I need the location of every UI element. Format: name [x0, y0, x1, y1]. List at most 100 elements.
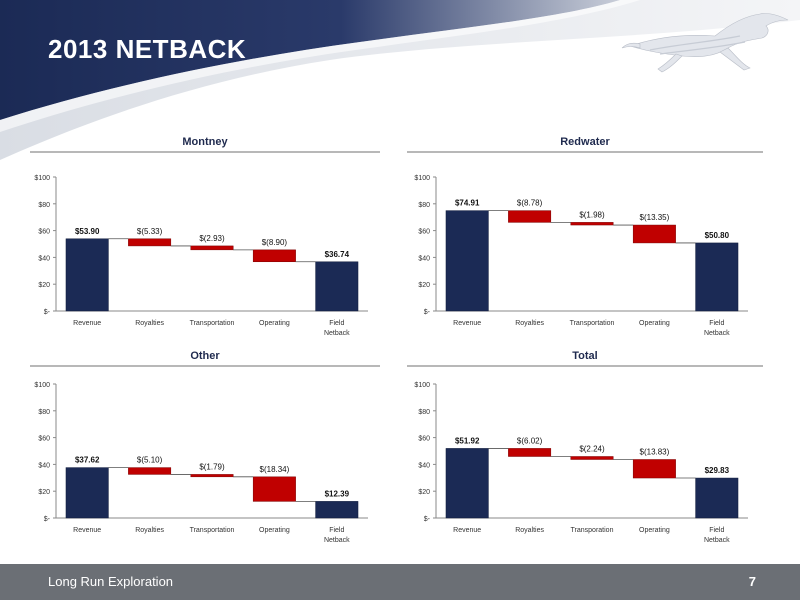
bar-field-netback	[695, 242, 739, 312]
data-label-operating: $(13.83)	[640, 447, 670, 456]
category-label-transportation: Transportation	[190, 527, 235, 534]
y-tick-label: $20	[38, 282, 50, 289]
data-label-royalties: $(5.10)	[137, 456, 163, 465]
bar-royalties	[128, 238, 172, 247]
data-label-royalties: $(8.78)	[517, 199, 543, 208]
data-label-operating: $(8.90)	[262, 238, 288, 247]
panel-rule-montney	[30, 151, 380, 153]
category-label-revenue: Revenue	[453, 527, 481, 534]
footer-bar: Long Run Exploration 7	[0, 564, 800, 600]
y-tick-label: $60	[38, 229, 50, 236]
category-label-transportation: Transportation	[190, 320, 235, 327]
bar-royalties	[128, 467, 172, 475]
y-tick-label: $100	[34, 175, 50, 182]
category-label-royalties: Royalties	[135, 320, 164, 327]
y-tick-label: $100	[414, 382, 430, 389]
bar-operating	[252, 249, 296, 263]
y-tick-label: $40	[38, 255, 50, 262]
bar-royalties	[508, 210, 552, 223]
y-tick-label: $20	[418, 489, 430, 496]
y-tick-label: $-	[424, 516, 431, 523]
bar-transporation	[570, 456, 614, 460]
bar-revenue	[65, 467, 109, 519]
data-label-operating: $(13.35)	[640, 213, 670, 222]
bar-field-netback	[315, 261, 359, 312]
category-label-transporation: Transporation	[571, 527, 614, 534]
category-label-transportation: Transportation	[570, 320, 615, 327]
y-tick-label: $100	[414, 175, 430, 182]
data-label-royalties: $(5.33)	[137, 227, 163, 236]
category-label-operating: Operating	[259, 527, 290, 534]
y-tick-label: $60	[418, 229, 430, 236]
horse-logo-icon	[621, 13, 789, 73]
chart-title-total: Total	[572, 350, 598, 362]
category-label-royalties: Royalties	[135, 527, 164, 534]
category-label-field-netback: Field	[709, 320, 724, 327]
bar-revenue	[445, 448, 489, 519]
data-label-field-netback: $36.74	[325, 250, 350, 259]
bar-revenue	[445, 210, 489, 312]
bar-field-netback	[695, 477, 739, 519]
chart-title-redwater: Redwater	[560, 136, 610, 148]
page-number: 7	[748, 574, 756, 589]
category-label-field-netback: Netback	[324, 537, 350, 544]
bar-operating	[252, 476, 296, 502]
bar-royalties	[508, 448, 552, 457]
panel-rule-other	[30, 365, 380, 367]
y-tick-label: $60	[418, 436, 430, 443]
bar-transportation	[190, 474, 234, 478]
y-tick-label: $80	[418, 202, 430, 209]
data-label-field-netback: $12.39	[325, 489, 350, 498]
y-tick-label: $80	[38, 409, 50, 416]
category-label-royalties: Royalties	[515, 320, 544, 327]
montney-waterfall-chart: $- $20 $40 $60 $80 $100 $53.90 Revenue $(5.33) Ro…	[34, 175, 368, 337]
bar-operating	[632, 459, 676, 479]
bar-transportation	[190, 245, 234, 251]
y-tick-label: $80	[418, 409, 430, 416]
y-tick-label: $-	[44, 516, 51, 523]
slide-title: 2013 NETBACK	[48, 34, 247, 64]
bar-field-netback	[315, 501, 359, 519]
category-label-operating: Operating	[259, 320, 290, 327]
y-tick-label: $80	[38, 202, 50, 209]
category-label-field-netback: Netback	[704, 537, 730, 544]
data-label-transporation: $(2.24)	[579, 444, 605, 453]
category-label-field-netback: Field	[709, 527, 724, 534]
bar-operating	[632, 224, 676, 244]
company-name: Long Run Exploration	[48, 574, 174, 589]
bar-transportation	[570, 222, 614, 226]
category-label-operating: Operating	[639, 527, 670, 534]
panel-rule-redwater	[407, 151, 763, 153]
data-label-transportation: $(1.98)	[579, 210, 605, 219]
other-waterfall-chart: $- $20 $40 $60 $80 $100 $37.62 Revenue $(5.10) Ro…	[34, 382, 368, 544]
y-tick-label: $20	[418, 282, 430, 289]
category-label-revenue: Revenue	[453, 320, 481, 327]
y-tick-label: $60	[38, 436, 50, 443]
category-label-operating: Operating	[639, 320, 670, 327]
total-waterfall-chart: $- $20 $40 $60 $80 $100 $51.92 Revenue $(6.02) Ro…	[414, 382, 748, 544]
chart-title-other: Other	[190, 350, 220, 362]
y-tick-label: $40	[418, 255, 430, 262]
data-label-royalties: $(6.02)	[517, 436, 543, 445]
category-label-field-netback: Netback	[704, 330, 730, 337]
data-label-transportation: $(1.79)	[199, 462, 225, 471]
y-tick-label: $-	[424, 309, 431, 316]
data-label-transportation: $(2.93)	[199, 234, 225, 243]
category-label-royalties: Royalties	[515, 527, 544, 534]
y-tick-label: $20	[38, 489, 50, 496]
bar-revenue	[65, 238, 109, 312]
redwater-waterfall-chart: $- $20 $40 $60 $80 $100 $74.91 Revenue $(8.78) Ro…	[414, 175, 748, 337]
data-label-field-netback: $50.80	[705, 231, 730, 240]
chart-title-montney: Montney	[182, 136, 228, 148]
data-label-revenue: $51.92	[455, 436, 480, 445]
category-label-field-netback: Field	[329, 320, 344, 327]
data-label-revenue: $74.91	[455, 199, 480, 208]
panel-rule-total	[407, 365, 763, 367]
y-tick-label: $40	[418, 462, 430, 469]
category-label-revenue: Revenue	[73, 320, 101, 327]
data-label-operating: $(18.34)	[260, 465, 290, 474]
y-tick-label: $100	[34, 382, 50, 389]
data-label-revenue: $53.90	[75, 227, 100, 236]
data-label-field-netback: $29.83	[705, 466, 730, 475]
y-tick-label: $40	[38, 462, 50, 469]
